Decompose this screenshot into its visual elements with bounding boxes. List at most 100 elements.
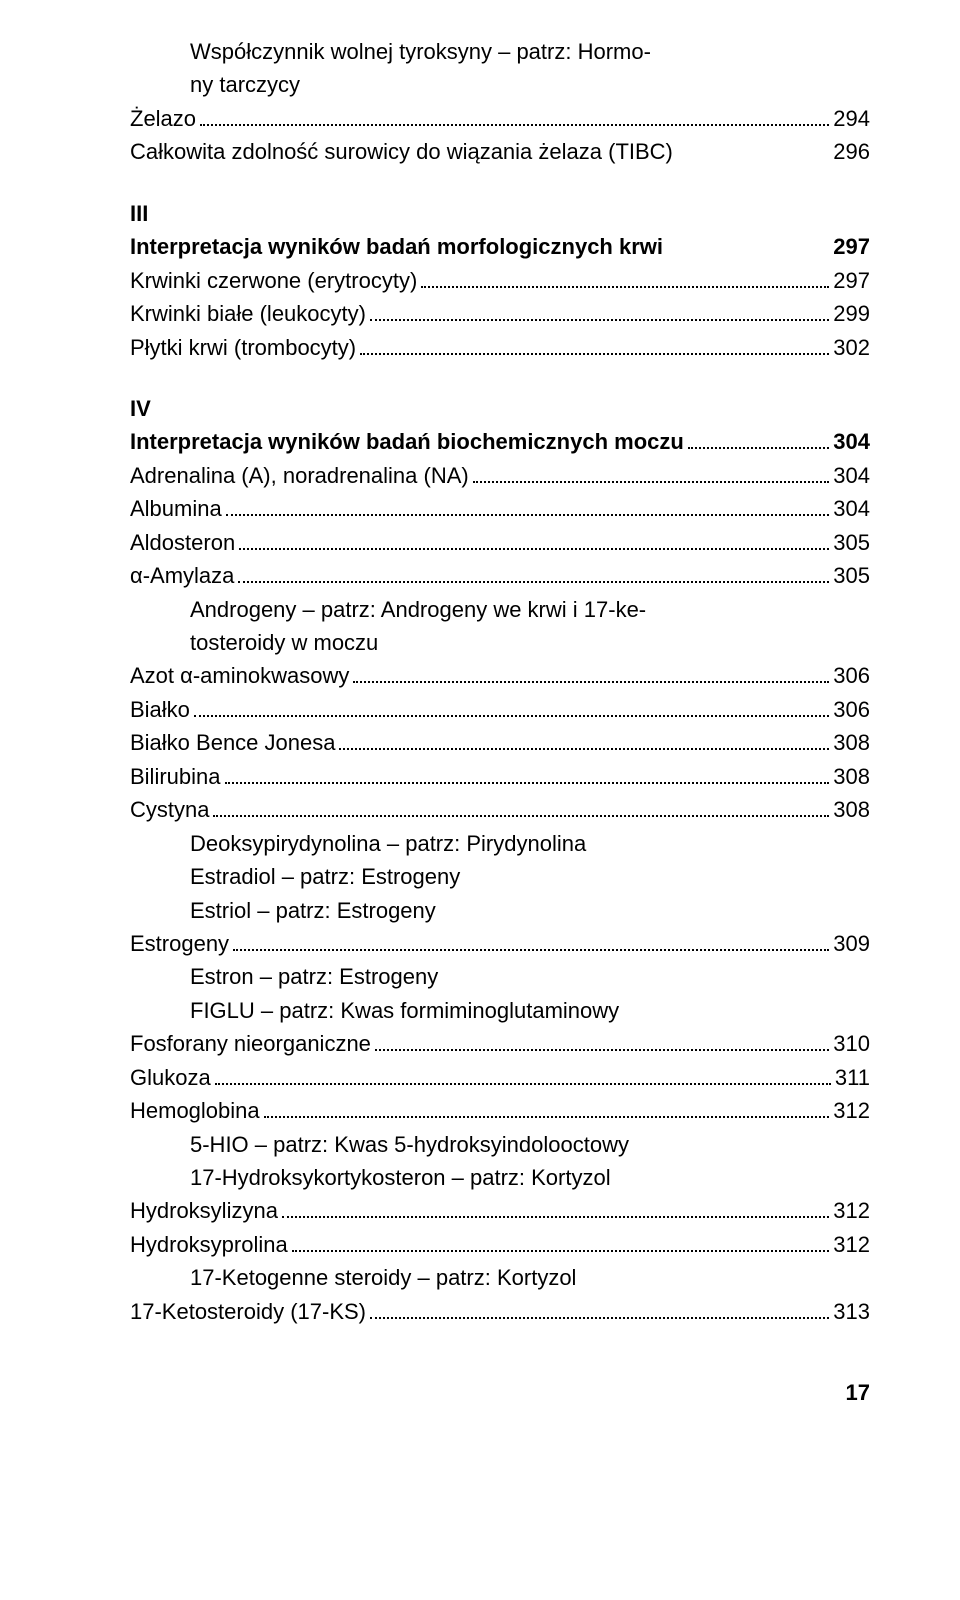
toc-entry-page: 308 <box>833 760 870 793</box>
toc-cross-ref: Estradiol – patrz: Estrogeny <box>130 860 870 893</box>
toc-entry-label: Aldosteron <box>130 526 235 559</box>
toc-entry: Całkowita zdolność surowicy do wiązania … <box>130 135 870 168</box>
toc-entry-label: Krwinki białe (leukocyty) <box>130 297 366 330</box>
toc-entry-page: 297 <box>817 230 870 263</box>
toc-entry: Żelazo 294 <box>130 102 870 135</box>
toc-entry-page: 294 <box>833 102 870 135</box>
toc-entry-page: 304 <box>833 492 870 525</box>
toc-entry-label: Azot α-aminokwasowy <box>130 659 349 692</box>
toc-entry: Hydroksylizyna 312 <box>130 1194 870 1227</box>
toc-cross-ref: Współczynnik wolnej tyroksyny – patrz: H… <box>130 35 870 68</box>
toc-cross-ref: 17-Hydroksykortykosteron – patrz: Kortyz… <box>130 1161 870 1194</box>
toc-entry: Azot α-aminokwasowy 306 <box>130 659 870 692</box>
toc-entry-label: Białko Bence Jonesa <box>130 726 335 759</box>
toc-dots <box>239 531 829 550</box>
toc-entry: Białko 306 <box>130 693 870 726</box>
toc-entry-page: 304 <box>833 459 870 492</box>
toc-entry-page: 312 <box>833 1228 870 1261</box>
toc-dots <box>238 564 829 583</box>
toc-entry-label: Fosforany nieorganiczne <box>130 1027 371 1060</box>
toc-cross-ref: Androgeny – patrz: Androgeny we krwi i 1… <box>130 593 870 626</box>
toc-entry: Adrenalina (A), noradrenalina (NA) 304 <box>130 459 870 492</box>
toc-entry-label: Adrenalina (A), noradrenalina (NA) <box>130 459 469 492</box>
toc-entry-label: 17-Ketosteroidy (17-KS) <box>130 1295 366 1328</box>
toc-entry-label: Interpretacja wyników badań morfologiczn… <box>130 230 817 263</box>
toc-entry-label: Albumina <box>130 492 222 525</box>
toc-dots <box>200 107 829 126</box>
toc-entry: Cystyna 308 <box>130 793 870 826</box>
section-title: Interpretacja wyników badań biochemiczny… <box>130 425 870 458</box>
toc-dots <box>194 698 829 717</box>
toc-entry-page: 296 <box>817 135 870 168</box>
toc-entry-label: Cystyna <box>130 793 209 826</box>
toc-entry: Albumina 304 <box>130 492 870 525</box>
toc-dots <box>215 1066 831 1085</box>
toc-dots <box>688 431 829 450</box>
toc-dots <box>213 799 829 818</box>
toc-dots <box>370 1300 829 1319</box>
toc-entry-page: 306 <box>833 659 870 692</box>
toc-cross-ref: Deoksypirydynolina – patrz: Pirydynolina <box>130 827 870 860</box>
toc-cross-ref: FIGLU – patrz: Kwas formiminoglutaminowy <box>130 994 870 1027</box>
toc-entry: Hemoglobina 312 <box>130 1094 870 1127</box>
toc-content: Współczynnik wolnej tyroksyny – patrz: H… <box>130 35 870 1328</box>
toc-cross-ref: 5-HIO – patrz: Kwas 5-hydroksyindoloocto… <box>130 1128 870 1161</box>
section-title: Interpretacja wyników badań morfologiczn… <box>130 230 870 263</box>
toc-entry: 17-Ketosteroidy (17-KS) 313 <box>130 1295 870 1328</box>
toc-entry: Krwinki białe (leukocyty)299 <box>130 297 870 330</box>
toc-dots <box>282 1200 829 1219</box>
toc-entry-page: 297 <box>833 264 870 297</box>
toc-cross-ref: tosteroidy w moczu <box>130 626 870 659</box>
toc-entry-label: Hemoglobina <box>130 1094 260 1127</box>
toc-entry-page: 305 <box>833 526 870 559</box>
toc-dots <box>353 665 829 684</box>
toc-dots <box>339 732 829 751</box>
toc-dots <box>292 1233 830 1252</box>
toc-entry-page: 308 <box>833 793 870 826</box>
toc-cross-ref: ny tarczycy <box>130 68 870 101</box>
toc-entry-page: 311 <box>835 1061 870 1094</box>
toc-entry-page: 306 <box>833 693 870 726</box>
toc-entry-label: Hydroksylizyna <box>130 1194 278 1227</box>
toc-entry: Hydroksyprolina 312 <box>130 1228 870 1261</box>
toc-dots <box>360 336 829 355</box>
page-number-footer: 17 <box>130 1376 870 1409</box>
toc-cross-ref: 17-Ketogenne steroidy – patrz: Kortyzol <box>130 1261 870 1294</box>
toc-entry-label: Krwinki czerwone (erytrocyty) <box>130 264 417 297</box>
toc-entry-page: 313 <box>833 1295 870 1328</box>
toc-entry-label: Żelazo <box>130 102 196 135</box>
toc-entry: Bilirubina 308 <box>130 760 870 793</box>
toc-dots <box>226 498 830 517</box>
toc-entry-page: 309 <box>833 927 870 960</box>
toc-entry: Białko Bence Jonesa 308 <box>130 726 870 759</box>
toc-entry: Płytki krwi (trombocyty) 302 <box>130 331 870 364</box>
toc-entry: Fosforany nieorganiczne 310 <box>130 1027 870 1060</box>
toc-entry-label: Całkowita zdolność surowicy do wiązania … <box>130 135 817 168</box>
toc-entry: α-Amylaza305 <box>130 559 870 592</box>
toc-dots <box>370 302 829 321</box>
toc-cross-ref: Estriol – patrz: Estrogeny <box>130 894 870 927</box>
section-title-label: Interpretacja wyników badań biochemiczny… <box>130 425 684 458</box>
toc-entry-page: 302 <box>833 331 870 364</box>
section-number: IV <box>130 392 870 425</box>
toc-cross-ref: Estron – patrz: Estrogeny <box>130 960 870 993</box>
toc-entry-page: 305 <box>833 559 870 592</box>
section-title-page: 304 <box>833 425 870 458</box>
toc-entry-page: 308 <box>833 726 870 759</box>
toc-entry-page: 310 <box>833 1027 870 1060</box>
toc-entry-label: Estrogeny <box>130 927 229 960</box>
toc-entry-page: 312 <box>833 1094 870 1127</box>
toc-dots <box>225 765 830 784</box>
toc-entry-label: Bilirubina <box>130 760 221 793</box>
toc-entry: Estrogeny 309 <box>130 927 870 960</box>
toc-entry: Krwinki czerwone (erytrocyty) 297 <box>130 264 870 297</box>
toc-dots <box>421 269 829 288</box>
toc-dots <box>233 932 829 951</box>
toc-entry: Aldosteron 305 <box>130 526 870 559</box>
toc-entry-label: Hydroksyprolina <box>130 1228 288 1261</box>
toc-entry-page: 312 <box>833 1194 870 1227</box>
toc-entry-label: Płytki krwi (trombocyty) <box>130 331 356 364</box>
toc-entry: Glukoza311 <box>130 1061 870 1094</box>
toc-entry-label: Białko <box>130 693 190 726</box>
toc-dots <box>375 1033 829 1052</box>
